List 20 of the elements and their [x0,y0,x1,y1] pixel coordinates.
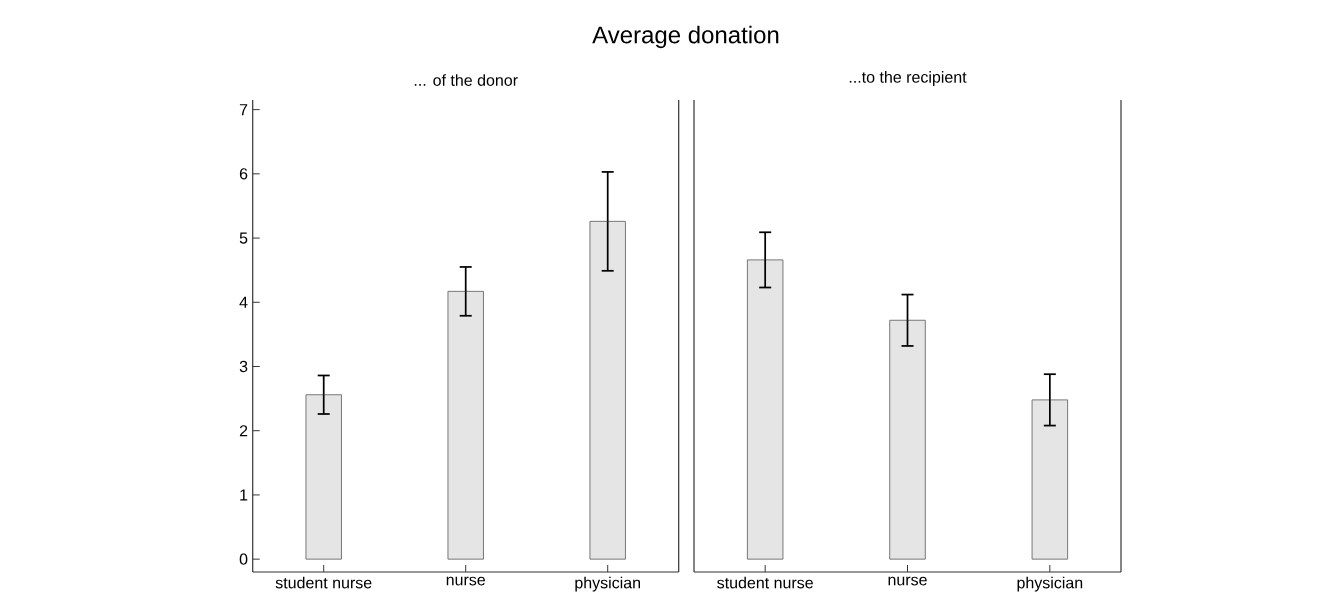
y-tick-label: 1 [240,489,248,501]
y-tick-label: 6 [239,168,248,180]
y-tick-label: 3 [239,360,248,373]
x-tick-label: student nurse [717,576,813,589]
bar [447,290,484,560]
y-tick-label: 5 [239,232,248,244]
y-tick-label: 2 [239,425,248,437]
bar [305,394,342,560]
chart-subtitle: ...to the recipient [849,71,967,86]
x-tick-label: nurse [888,576,927,586]
x-tick-label: student nurse [275,576,372,589]
y-tick-label: 7 [239,104,248,116]
x-tick-label: physician [1017,576,1083,592]
bar [589,220,626,560]
x-tick-label: physician [575,576,641,592]
chart-title: Average donation [592,25,779,49]
y-tick-label: 4 [239,296,248,308]
y-tick-label: 0 [239,553,248,565]
x-tick-label: nurse [446,576,485,586]
chart-subtitle: ... of the donor [414,74,518,86]
